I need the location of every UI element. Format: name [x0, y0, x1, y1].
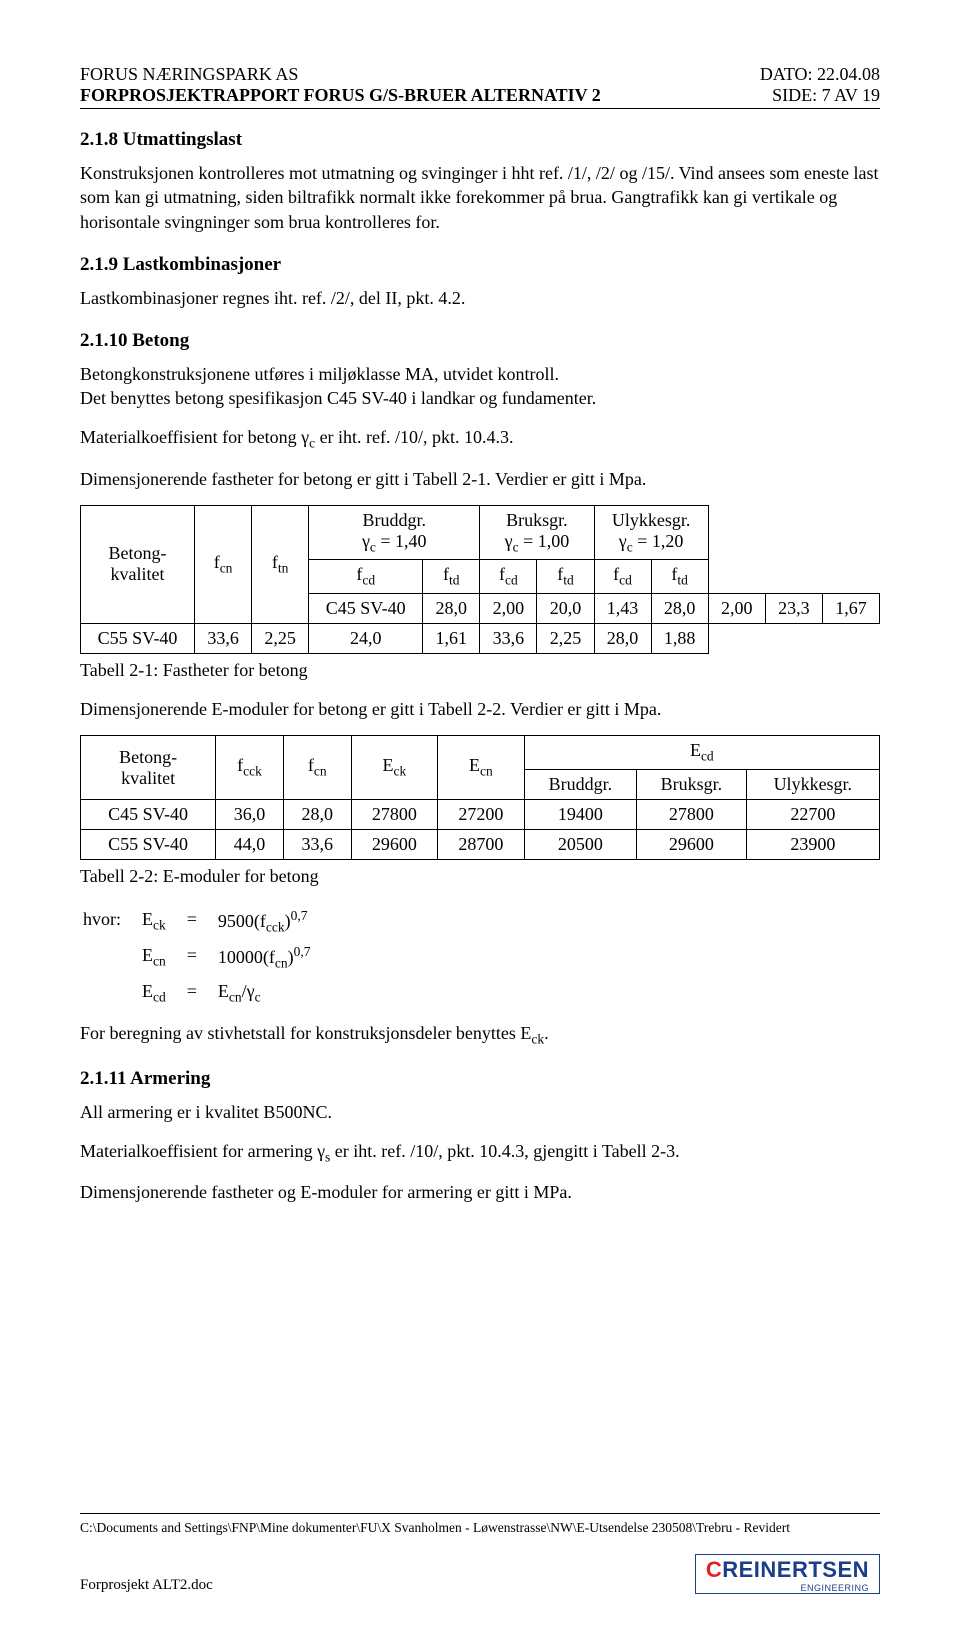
para-2-1-9: Lastkombinasjoner regnes iht. ref. /2/, …: [80, 286, 880, 310]
company-name: FORUS NÆRINGSPARK AS: [80, 64, 601, 85]
col-ulykk: Ulykkesgr.γc = 1,20: [594, 505, 708, 560]
col-brudd: Bruddgr.γc = 1,40: [309, 505, 480, 560]
caption-table-2-1: Tabell 2-1: Fastheter for betong: [80, 660, 880, 681]
col-kvalitet: Betong-kvalitet: [81, 505, 195, 623]
para-2-1-11-b: Materialkoeffisient for armering γs er i…: [80, 1139, 880, 1167]
header-rule: [80, 108, 880, 109]
table-row: C55 SV-40 33,6 2,25 24,0 1,61 33,6 2,25 …: [81, 624, 880, 654]
table-2-1: Betong-kvalitet fcn ftn Bruddgr.γc = 1,4…: [80, 505, 880, 654]
table-row: C55 SV-40 44,0 33,6 29600 28700 20500 29…: [81, 829, 880, 859]
logo-text: CREINERTSEN: [706, 1557, 869, 1583]
equation-block: hvor: Eck = 9500(fcck)0,7 Ecn = 10000(fc…: [80, 903, 331, 1011]
footer-path: C:\Documents and Settings\FNP\Mine dokum…: [80, 1520, 880, 1536]
table-row: C45 SV-40 36,0 28,0 27800 27200 19400 27…: [81, 799, 880, 829]
para-2-1-8: Konstruksjonen kontrolleres mot utmatnin…: [80, 161, 880, 234]
heading-2-1-9: 2.1.9 Lastkombinasjoner: [80, 254, 880, 276]
date-label: DATO: 22.04.08: [760, 64, 880, 85]
para-2-1-11-c: Dimensjonerende fastheter og E-moduler f…: [80, 1180, 880, 1204]
para-emod-intro: Dimensjonerende E-moduler for betong er …: [80, 697, 880, 721]
heading-2-1-11: 2.1.11 Armering: [80, 1068, 880, 1090]
para-2-1-11-a: All armering er i kvalitet B500NC.: [80, 1100, 880, 1124]
para-stivhet: For beregning av stivhetstall for konstr…: [80, 1021, 880, 1049]
page-footer: C:\Documents and Settings\FNP\Mine dokum…: [80, 1513, 880, 1594]
para-2-1-10-c: Materialkoeffisient for betong γc er iht…: [80, 425, 880, 453]
para-2-1-10-d: Dimensjonerende fastheter for betong er …: [80, 467, 880, 491]
col-bruks: Bruksgr.γc = 1,00: [480, 505, 594, 560]
col-ftn: ftn: [252, 505, 309, 623]
table-2-2: Betong-kvalitet fcck fcn Eck Ecn Ecd Bru…: [80, 735, 880, 860]
col-fcn: fcn: [195, 505, 252, 623]
heading-2-1-10: 2.1.10 Betong: [80, 330, 880, 352]
caption-table-2-2: Tabell 2-2: E-moduler for betong: [80, 866, 880, 887]
para-2-1-10-b: Det benyttes betong spesifikasjon C45 SV…: [80, 386, 880, 410]
footer-doc-name: Forprosjekt ALT2.doc: [80, 1577, 213, 1594]
para-2-1-10-a: Betongkonstruksjonene utføres i miljøkla…: [80, 362, 880, 386]
page-label: SIDE: 7 AV 19: [760, 85, 880, 106]
document-header: FORUS NÆRINGSPARK AS FORPROSJEKTRAPPORT …: [80, 64, 880, 106]
heading-2-1-8: 2.1.8 Utmattingslast: [80, 129, 880, 151]
report-title: FORPROSJEKTRAPPORT FORUS G/S-BRUER ALTER…: [80, 85, 601, 106]
logo-subtext: ENGINEERING: [800, 1583, 869, 1593]
logo: CREINERTSEN ENGINEERING: [695, 1554, 880, 1594]
